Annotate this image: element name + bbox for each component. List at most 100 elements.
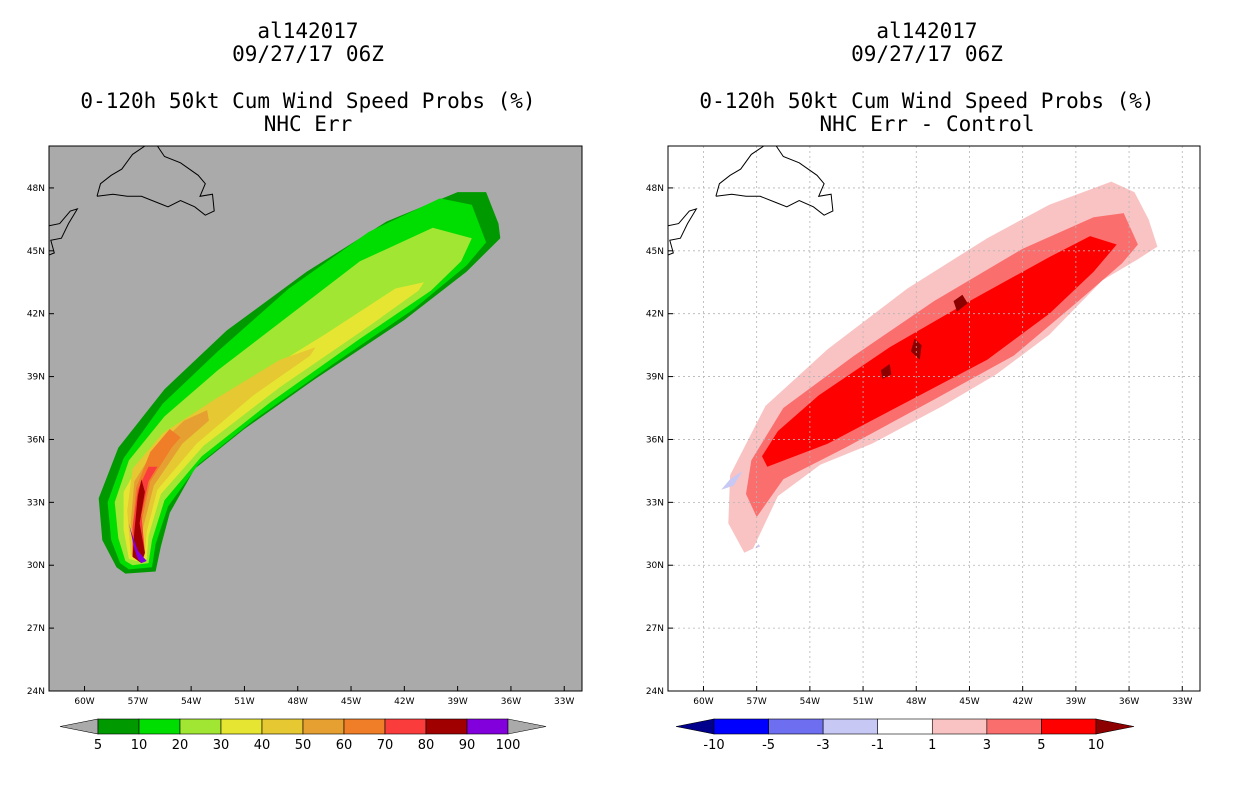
y-tick-label: 30N [646,561,664,571]
y-tick-label: 27N [646,624,664,634]
colorbar-segment [822,718,879,735]
y-tick-label: 33N [27,498,45,508]
map-frame [48,145,583,692]
x-tick-label: 39W [1066,697,1086,707]
colorbar-segment [343,718,386,735]
right-title-storm-id: al142017 [876,19,978,43]
right-title-subtitle: NHC Err - Control [819,112,1035,136]
y-tick-label: 39N [646,373,664,383]
colorbar-label: 50 [295,738,312,753]
y-tick-label: 24N [646,687,664,697]
colorbar-segment [179,718,222,735]
right-map-panel: 60W 57W 54W 51W 48W 45W 42W 39W 36W 33W 48N 45N 42N 3… [646,145,1201,707]
colorbar-label: 30 [213,738,230,753]
colorbar-label: 10 [131,738,148,753]
colorbar-segment [220,718,263,735]
y-tick-label: 24N [27,687,45,697]
y-tick-label: 33N [646,498,664,508]
colorbar-segment [138,718,181,735]
colorbar-label: 3 [983,738,991,753]
colorbar-label: 70 [377,738,394,753]
left-map-panel: 60W 57W 54W 51W 48W 45W 42W 39W 36W 33W 48N 45N 42N 3… [27,145,583,707]
contour-10 [880,364,892,379]
colorbar-label: -3 [817,738,830,753]
colorbar-label: 90 [459,738,476,753]
y-tick-label: 45N [646,247,664,257]
colorbar-segment [466,718,509,735]
colorbar-segment [261,718,304,735]
contour-5 [762,236,1117,467]
x-tick-label: 33W [554,697,574,707]
colorbar-segment [1041,718,1097,735]
colorbar-over-triangle [507,718,547,735]
colorbar-label: -10 [703,738,724,753]
x-tick-label: 54W [181,697,201,707]
colorbar-segment [713,718,769,735]
left-title-block: al142017 09/27/17 06Z 0-120h 50kt Cum Wi… [38,20,578,136]
right-title-product: 0-120h 50kt Cum Wind Speed Probs (%) [699,89,1155,113]
left-title-product: 0-120h 50kt Cum Wind Speed Probs (%) [80,89,536,113]
contour-10 [910,338,922,360]
y-tick-label: 48N [27,184,45,194]
x-tick-label: 60W [693,697,713,707]
y-tick-label: 45N [27,247,45,257]
colorbar-segment [384,718,427,735]
colorbar-segment [986,718,1042,735]
colorbar-segment [97,718,140,735]
colorbar-label: 20 [172,738,189,753]
map-background [49,146,582,691]
x-tick-label: 45W [341,697,361,707]
x-tick-label: 57W [746,697,766,707]
colorbar-label: 40 [254,738,271,753]
contour-10 [953,294,968,312]
y-tick-label: 39N [27,373,45,383]
colorbar-label: 5 [94,738,102,753]
x-tick-label: 36W [501,697,521,707]
x-tick-label: 51W [234,697,254,707]
coastline-path [96,146,215,216]
y-tick-label: 42N [27,310,45,320]
colorbar-segment [877,718,933,735]
colorbar-label: -1 [871,738,884,753]
gridlines [668,146,1200,692]
x-tick-label: 48W [906,697,926,707]
coastline-path [715,146,834,216]
y-tick-label: 36N [646,435,664,445]
contour-layer [721,181,1158,553]
x-tick-label: 33W [1172,697,1192,707]
colorbar-over-triangle [1095,718,1135,735]
y-tick-label: 30N [27,561,45,571]
left-title-subtitle: NHC Err [263,112,353,136]
y-tick-label: 36N [27,435,45,445]
colorbar-label: 10 [1088,738,1105,753]
coastline-path [49,208,79,256]
colorbar-label: 100 [496,738,521,753]
contour-layer [98,192,501,574]
right-colorbar: -10 -5 -3 -1 1 3 5 10 [675,718,1135,753]
colorbar-segment [768,718,824,735]
x-tick-label: 42W [394,697,414,707]
colorbar-label: -5 [762,738,775,753]
x-tick-label: 36W [1119,697,1139,707]
left-colorbar: 5 10 20 30 40 50 60 70 80 90 100 [59,718,547,753]
x-tick-label: 60W [74,697,94,707]
colorbar-segment [931,718,988,735]
colorbar-under-triangle [675,718,715,735]
right-title-datetime: 09/27/17 06Z [851,42,1003,66]
colorbar-label: 80 [418,738,435,753]
right-title-block: al142017 09/27/17 06Z 0-120h 50kt Cum Wi… [657,20,1197,136]
contour--1 [721,470,743,490]
x-tick-label: 48W [288,697,308,707]
contour--1 [754,544,761,549]
colorbar-under-triangle [59,718,99,735]
colorbar-segment [302,718,345,735]
left-title-datetime: 09/27/17 06Z [232,42,384,66]
coastline [49,146,215,256]
contour-90 [128,523,147,564]
y-tick-label: 42N [646,310,664,320]
x-tick-label: 51W [853,697,873,707]
colorbar-label: 60 [336,738,353,753]
left-title-storm-id: al142017 [257,19,359,43]
colorbar-segment [425,718,468,735]
x-tick-label: 45W [959,697,979,707]
